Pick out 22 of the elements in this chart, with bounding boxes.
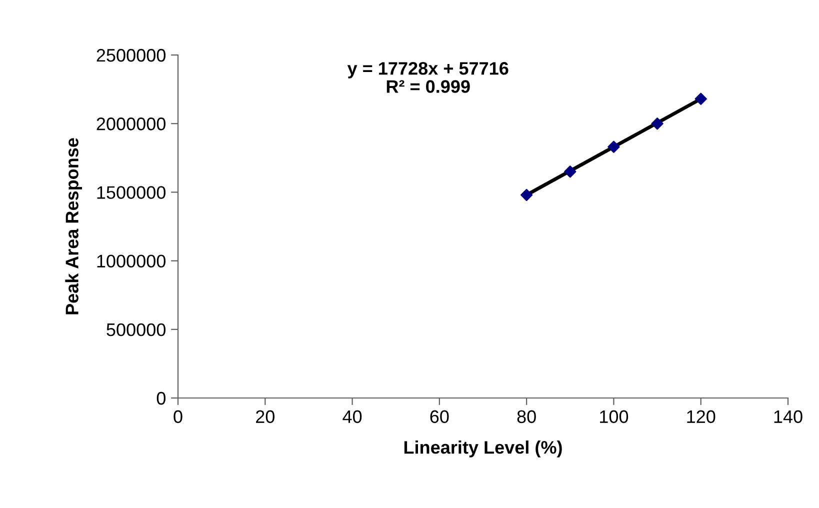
x-axis-title: Linearity Level (%) [404,440,562,458]
point [651,118,664,130]
point [694,92,707,105]
y-tick-label: 1500000 [97,186,166,199]
x-tick-label: 20 [256,410,274,424]
point [564,166,576,178]
x-tick-label: 120 [687,410,716,424]
x-tick-label: 140 [774,410,802,424]
y-tick-label: 1000000 [97,254,166,268]
x-tick-label: 40 [342,410,362,424]
y-tick-label: 500000 [106,323,166,336]
x-tick-label: 60 [430,410,449,424]
y-tick-label: 0 [156,392,166,405]
x-tick-label: 0 [174,410,182,424]
x-tick-label: 80 [517,410,536,424]
y-tick-label: 2500000 [96,48,166,62]
y-tick-label: 2000000 [96,118,166,130]
y-axis-title: Peak Area Response [65,138,82,314]
annotation: y = 17728x + 57716 R² = 0.999 [347,62,508,93]
point [520,188,533,202]
x-tick-label: 100 [600,410,628,424]
point [608,140,620,153]
